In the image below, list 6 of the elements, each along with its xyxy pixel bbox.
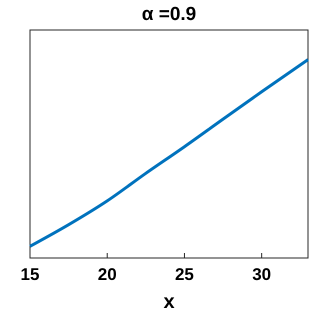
x-tick-label: 30 — [252, 265, 272, 284]
x-tick-label: 15 — [20, 265, 40, 284]
chart-title: α =0.9 — [142, 4, 196, 25]
x-tick-label: 25 — [174, 265, 194, 284]
x-tick-label: 20 — [98, 265, 117, 284]
x-axis-title: x — [163, 291, 175, 313]
